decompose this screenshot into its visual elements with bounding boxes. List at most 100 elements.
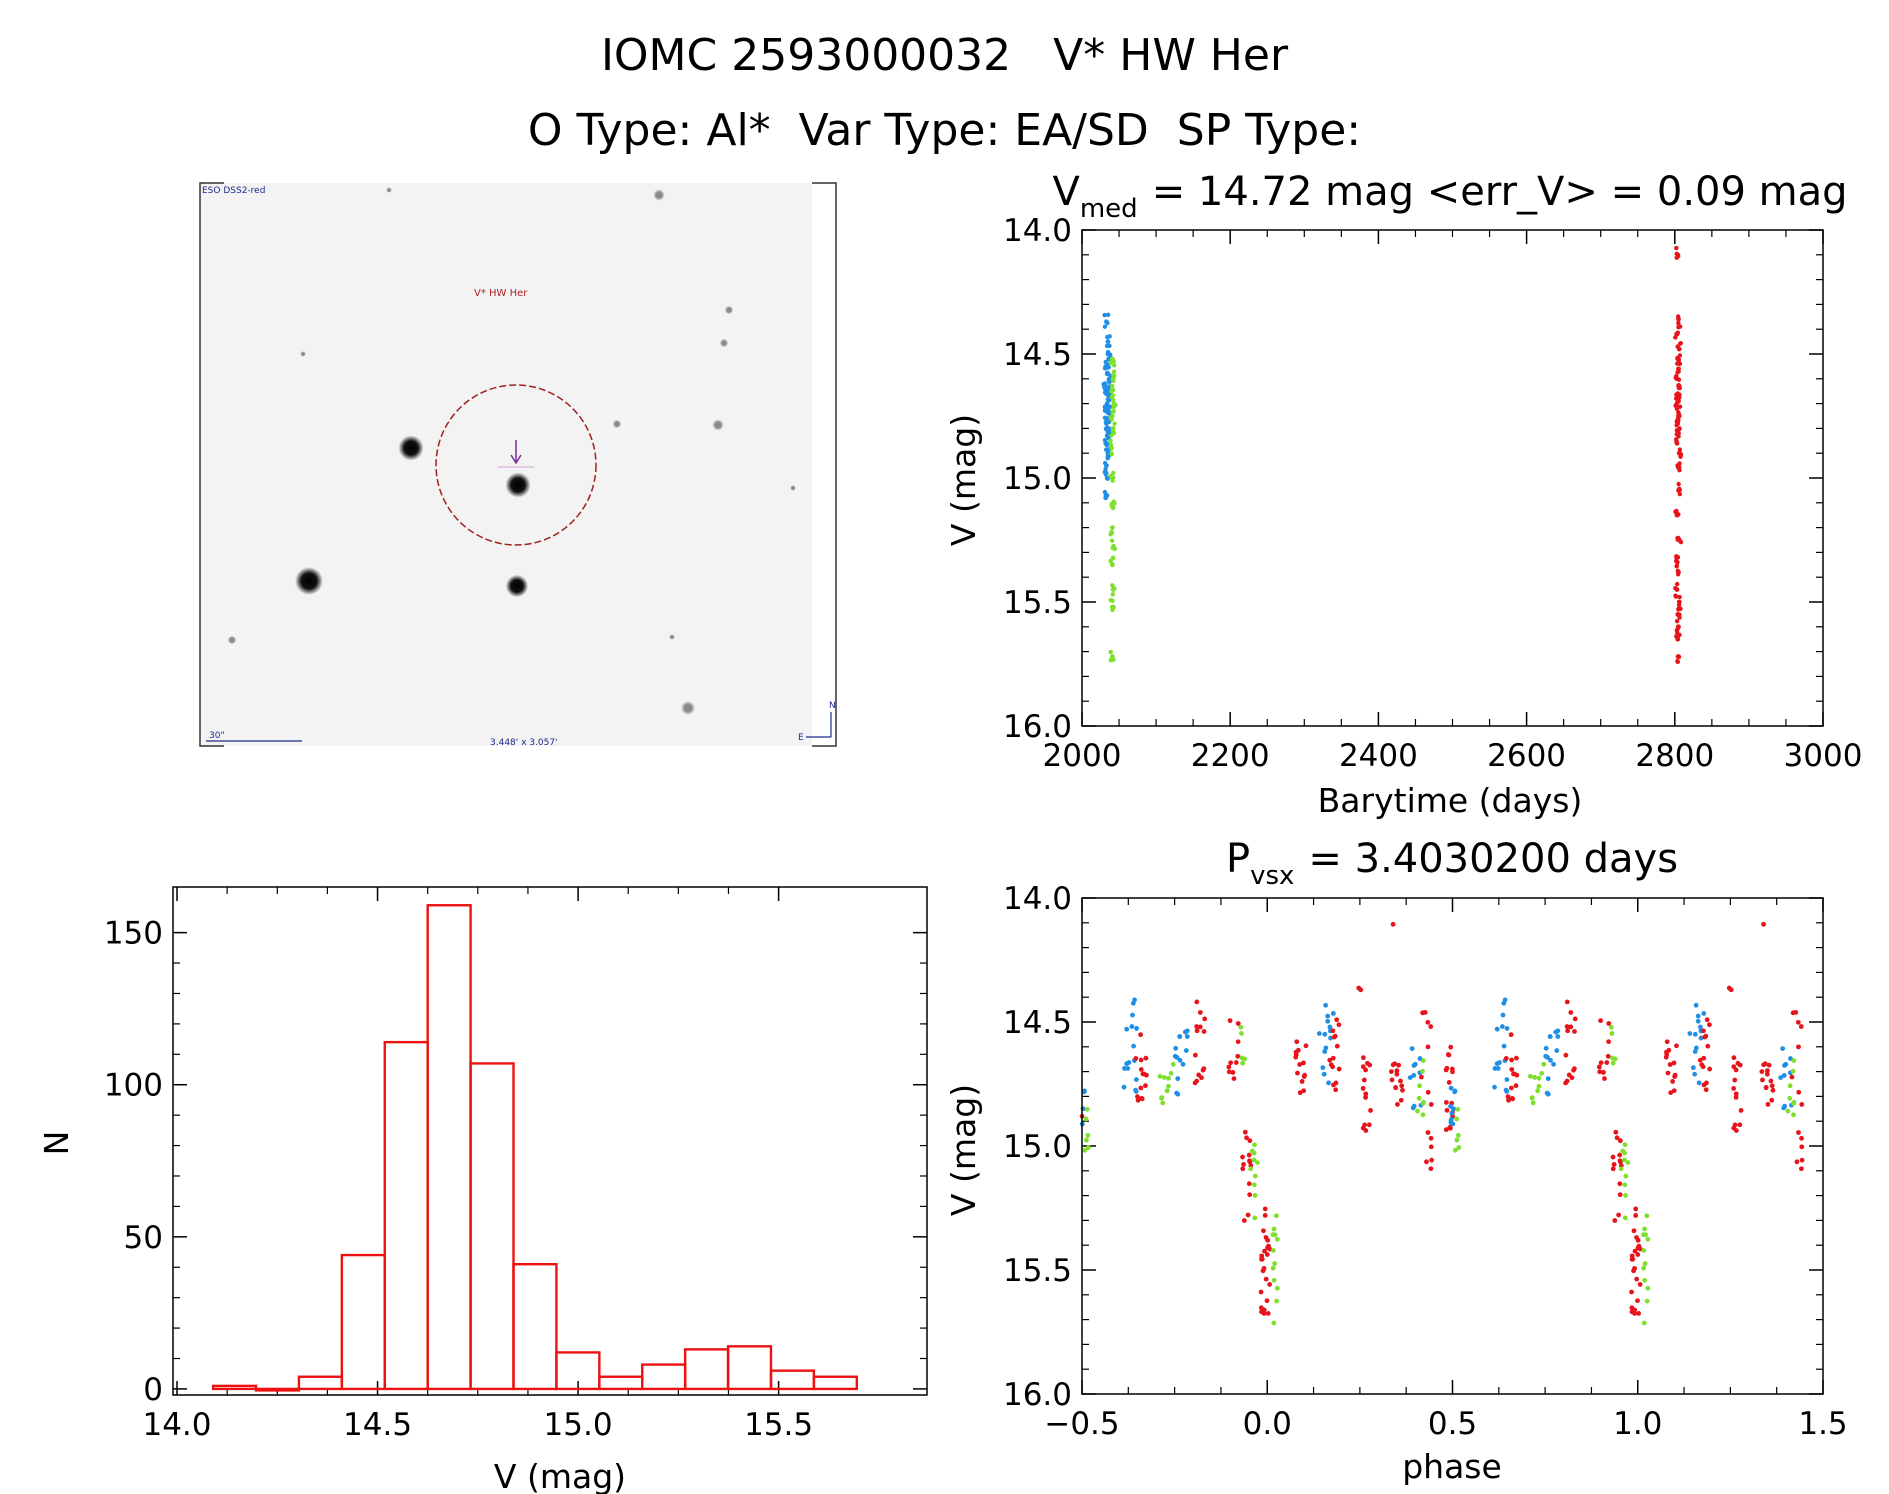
phase-point-green (1609, 1031, 1615, 1036)
phase-point-red (1197, 1024, 1203, 1030)
phase-point-green (1166, 1075, 1171, 1081)
histogram-bar-7 (512, 1262, 558, 1391)
phase-point-red (1617, 1152, 1623, 1158)
phase-point-blue (1174, 1055, 1180, 1060)
x-tick-label: 1.5 (1798, 1406, 1847, 1442)
lightcurve-point-blue (1107, 379, 1112, 385)
phase-point-green (1240, 1060, 1246, 1066)
phase-point-red (1366, 1122, 1372, 1128)
lightcurve-point-green (1109, 357, 1115, 362)
phase-point-red (1637, 1282, 1643, 1287)
phase-point-blue (1173, 1045, 1179, 1051)
phase-point-green (1641, 1265, 1647, 1271)
phase-point-green (1541, 1061, 1547, 1067)
phase-point-blue (1134, 1026, 1139, 1031)
lightcurve-point-green (1111, 430, 1117, 436)
phase-point-red (1731, 1055, 1737, 1061)
lightcurve-point-red (1674, 401, 1680, 406)
phase-point-green (1084, 1106, 1090, 1112)
lightcurve-point-blue (1104, 365, 1109, 371)
lightcurve-point-red (1675, 568, 1681, 574)
lightcurve-point-red (1676, 465, 1681, 470)
phase-point-blue (1410, 1105, 1416, 1111)
phase-point-blue (1783, 1061, 1789, 1067)
star-11 (300, 351, 306, 357)
phase-point-red (1424, 1159, 1429, 1165)
phase-point-blue (1330, 1011, 1336, 1016)
phase-point-red (1400, 1087, 1405, 1093)
lightcurve-point-red (1673, 375, 1678, 381)
lightcurve-point-red (1676, 607, 1681, 612)
lightcurve-title: Vmed = 14.72 mag <err_V> = 0.09 mag (1052, 169, 1847, 224)
phase-point-red (1796, 1089, 1802, 1095)
lightcurve-point-green (1109, 529, 1114, 535)
lightcurve-point-blue (1102, 460, 1108, 466)
phase-point-green (1252, 1193, 1258, 1198)
phase-point-red (1701, 1055, 1707, 1061)
phase-point-red (1302, 1072, 1308, 1078)
lightcurve-point-red (1676, 410, 1681, 415)
phase-point-blue (1698, 1024, 1703, 1030)
phase-point-red (1768, 1078, 1774, 1084)
phase-point-green (1270, 1248, 1276, 1253)
phase-point-blue (1409, 1046, 1415, 1052)
phase-point-red (1449, 1066, 1455, 1072)
lightcurve-point-red (1675, 572, 1681, 577)
histogram-bar-5 (426, 904, 472, 1391)
star-12 (386, 187, 392, 193)
phase-point-red (1443, 1127, 1449, 1133)
lightcurve-point-blue (1103, 387, 1108, 392)
phase-title: Pvsx = 3.4030200 days (1226, 836, 1678, 891)
phase-point-green (1452, 1147, 1458, 1153)
lightcurve-point-green (1110, 475, 1116, 480)
lightcurve-point-blue (1106, 356, 1112, 362)
lightcurve-point-blue (1105, 455, 1110, 461)
phase-point-green (1082, 1147, 1088, 1153)
phase-point-red (1241, 1162, 1246, 1167)
phase-point-red (1265, 1311, 1271, 1316)
phase-point-red (1632, 1307, 1638, 1313)
phase-point-red (1796, 1130, 1801, 1135)
phase-point-red (1731, 1125, 1737, 1131)
phase-point-red (1262, 1248, 1267, 1254)
phase-point-red (1293, 1049, 1299, 1055)
phase-point-green (1454, 1116, 1460, 1122)
phase-point-red (1196, 1072, 1202, 1078)
lightcurve-point-red (1675, 344, 1680, 349)
lightcurve-point-green (1110, 555, 1116, 560)
phase-point-red (1443, 1067, 1449, 1073)
phase-point-red (1566, 1072, 1572, 1078)
fov-label: 3.448' x 3.057' (490, 738, 558, 748)
lightcurve-point-green (1109, 538, 1115, 543)
phase-point-red (1796, 1044, 1801, 1050)
phase-point-green (1274, 1298, 1280, 1304)
phase-point-green (1417, 1083, 1423, 1089)
histogram-bars (211, 904, 859, 1392)
phase-point-red (1331, 1082, 1336, 1088)
phase-point-red (1135, 1094, 1140, 1100)
phase-point-blue (1412, 1061, 1418, 1067)
phase-point-red (1425, 1019, 1431, 1025)
phase-point-green (1787, 1083, 1793, 1089)
phase-point-red (1733, 1094, 1739, 1100)
phase-point-red (1606, 1021, 1612, 1026)
phase-point-red (1760, 1077, 1765, 1083)
phase-point-green (1270, 1265, 1276, 1271)
phase-point-green (1536, 1075, 1542, 1081)
phase-point-red (1506, 1097, 1511, 1103)
phase-point-red (1632, 1266, 1637, 1271)
lightcurve-point-red (1674, 422, 1679, 428)
phase-point-green (1645, 1236, 1651, 1242)
phase-point-red (1602, 1076, 1607, 1081)
x-tick-label: 3000 (1784, 738, 1863, 774)
phase-point-red (1265, 1237, 1271, 1243)
phase-point-red (1789, 1074, 1795, 1080)
phase-point-green (1271, 1277, 1277, 1283)
lightcurve-point-green (1108, 649, 1113, 655)
phase-point-red (1143, 1083, 1148, 1089)
phase-point-blue (1495, 1065, 1501, 1071)
phase-point-green (1455, 1132, 1461, 1138)
object-name: V* HW Her (1053, 30, 1289, 81)
phase-point-red (1262, 1213, 1268, 1218)
lightcurve-point-red (1676, 320, 1681, 326)
